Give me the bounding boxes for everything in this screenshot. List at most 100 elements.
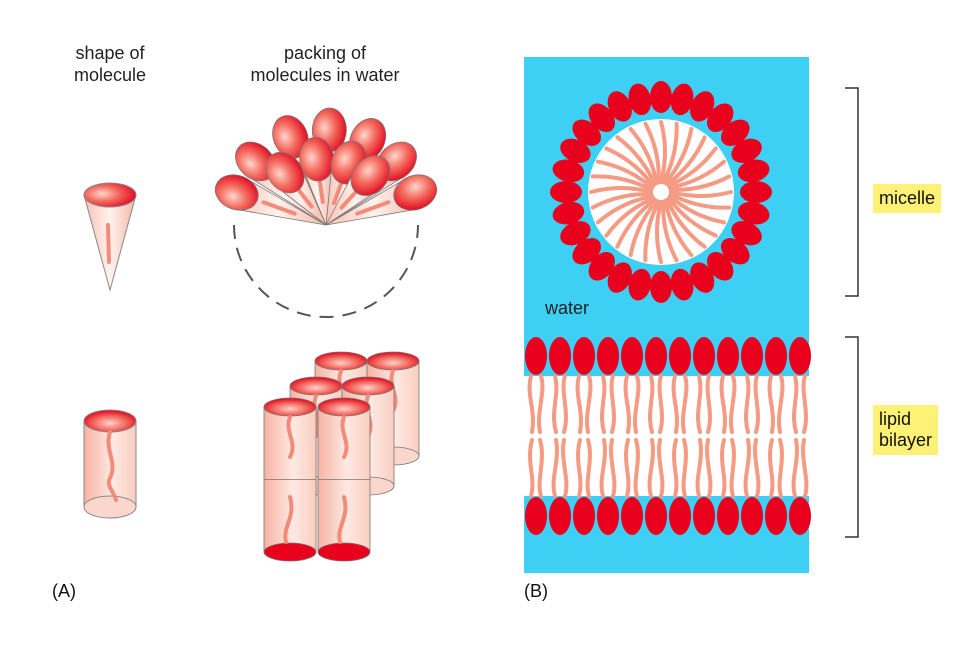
water-label: water [545, 298, 590, 318]
lipid-tail [719, 374, 737, 434]
cone-packing-hemisphere [214, 107, 438, 318]
packed-cone [265, 151, 327, 226]
cylinder-packing-bilayer [263, 351, 420, 562]
lipid-head [588, 252, 615, 281]
lipid-head [650, 271, 672, 303]
lipid-tail [743, 438, 761, 498]
lipid-head [588, 103, 615, 132]
lipid-head [573, 497, 595, 535]
lipid-head [525, 337, 547, 375]
lipid-tail [668, 194, 727, 225]
lipid-head [597, 497, 619, 535]
lipid-head [628, 83, 652, 116]
lipid-tail [595, 159, 654, 190]
packed-cone [214, 174, 327, 226]
lipid-tail [615, 135, 657, 187]
micelle-core [588, 119, 734, 265]
lipid-tail [767, 374, 785, 434]
bilayer-core [524, 376, 809, 496]
lipid-head [573, 337, 595, 375]
lipid-head [669, 337, 691, 375]
micelle-label: micelle [873, 184, 942, 213]
lipid-tail [643, 199, 661, 263]
lipid-head [552, 159, 585, 183]
lipid-bilayer-structure [525, 337, 811, 535]
lipid-tail [551, 438, 569, 498]
lipid-head [717, 497, 739, 535]
lipid-tail [624, 438, 640, 498]
lipid-head [560, 221, 591, 246]
lipid-tail [595, 194, 654, 225]
lipid-head [597, 337, 619, 375]
lipid-bilayer-label: lipid bilayer [873, 405, 939, 455]
lipid-tail [628, 126, 659, 185]
lipid-tail [663, 199, 694, 258]
panel-b-label: (B) [524, 581, 548, 601]
dashed-outline [233, 224, 419, 318]
lipid-tail [600, 374, 616, 434]
lipid-tail [615, 197, 657, 249]
lipid-tail [695, 438, 713, 498]
lipid-head [607, 262, 632, 293]
lipid-head [707, 103, 734, 132]
lipid-tail [791, 438, 809, 498]
cylinder-molecule [83, 409, 137, 519]
lipid-tail [661, 199, 679, 263]
lipid-head [628, 268, 652, 301]
lipid-head [690, 91, 715, 122]
lipid-head [607, 91, 632, 122]
packed-cone [325, 174, 438, 226]
lipid-tail [528, 438, 544, 498]
lipid-tail [792, 374, 808, 434]
lipid-tail [623, 374, 641, 434]
lipid-head [690, 262, 715, 293]
micelle-structure [550, 81, 772, 303]
lipid-head [707, 252, 734, 281]
lipid-tail [663, 126, 694, 185]
lipid-head [669, 497, 691, 535]
lipid-tail [628, 199, 659, 258]
lipid-head [549, 337, 571, 375]
lipid-head [741, 497, 763, 535]
heading-shape-of-molecule: shape of molecule [73, 43, 147, 85]
lipid-tail [527, 374, 545, 434]
lipid-tail [659, 120, 667, 184]
lipid-tail [575, 374, 593, 434]
lipid-tail [599, 438, 617, 498]
lipid-head [572, 119, 601, 146]
lipid-head [789, 497, 811, 535]
lipid-head [549, 497, 571, 535]
lipid-tail [661, 121, 679, 185]
lipid-tail [643, 121, 661, 185]
lipid-tail [604, 196, 656, 238]
lipid-head [765, 337, 787, 375]
lipid-head [737, 159, 770, 183]
lipid-tail [671, 374, 689, 434]
lipid-head [737, 201, 770, 225]
lipid-head [731, 138, 762, 163]
packed-cylinder [263, 397, 317, 562]
lipid-head [741, 337, 763, 375]
lipid-head [650, 81, 672, 113]
lipid-tail [665, 197, 707, 249]
packed-cone [325, 155, 391, 226]
lipid-tail [665, 135, 707, 187]
bilayer-bracket [845, 336, 859, 538]
lipid-head [621, 497, 643, 535]
lipid-tail [552, 374, 568, 434]
lipid-tail [576, 438, 592, 498]
lipid-tail [669, 190, 733, 198]
lipid-head [670, 268, 694, 301]
lipid-head [731, 221, 762, 246]
lipid-head [670, 83, 694, 116]
lipid-tail [655, 200, 663, 264]
lipid-head [621, 337, 643, 375]
lipid-head [525, 497, 547, 535]
lipid-tail [590, 192, 654, 210]
lipid-head [560, 138, 591, 163]
lipid-tail [668, 159, 727, 190]
lipid-head [550, 181, 582, 203]
lipid-head [717, 337, 739, 375]
lipid-head [789, 337, 811, 375]
